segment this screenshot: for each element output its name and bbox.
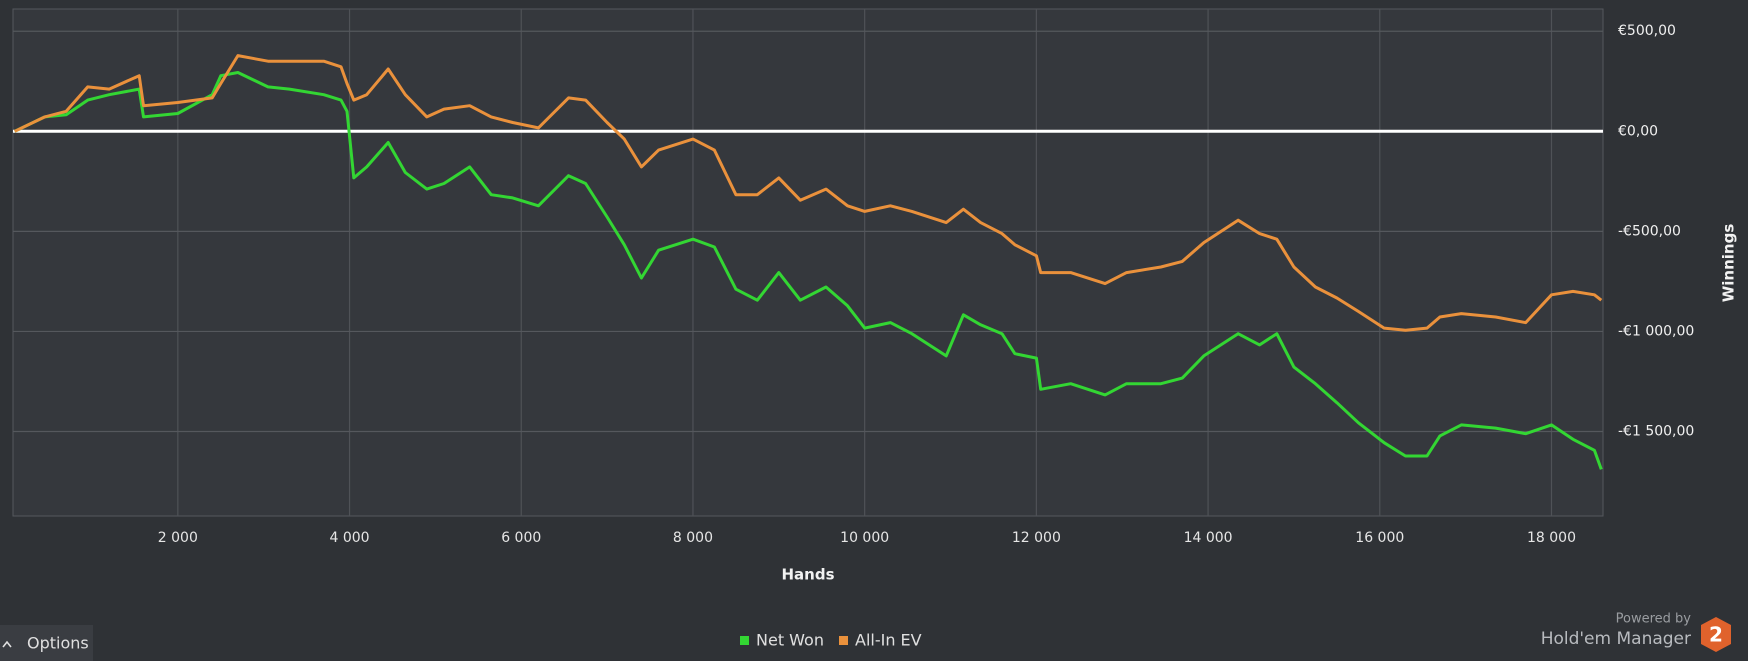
brand-logo [1701, 617, 1731, 652]
y-tick-label: -€1 500,00 [1618, 424, 1694, 440]
y-tick-label: -€500,00 [1618, 223, 1681, 239]
options-label[interactable]: Options [27, 634, 89, 653]
y-tick-label: €500,00 [1618, 23, 1676, 39]
legend-swatch [839, 636, 848, 645]
series-line [14, 54, 1603, 332]
x-tick-label: 14 000 [1184, 530, 1233, 546]
powered-by: Powered by [1616, 612, 1692, 627]
x-tick-label: 8 000 [673, 530, 713, 546]
x-tick-label: 10 000 [840, 530, 889, 546]
legend-label: All-In EV [855, 631, 922, 650]
x-tick-label: 4 000 [329, 530, 369, 546]
brand-name: Hold'em Manager [1541, 629, 1691, 649]
series-line [14, 71, 1603, 470]
y-tick-label: €0,00 [1618, 123, 1658, 139]
plot-area [12, 8, 1604, 517]
legend-swatch [740, 636, 749, 645]
y-axis-title: Winnings [1720, 224, 1738, 303]
options-button-bg[interactable] [0, 625, 93, 661]
x-tick-label: 18 000 [1527, 530, 1576, 546]
y-tick-label: -€1 000,00 [1618, 323, 1694, 339]
x-axis-title: Hands [781, 566, 834, 584]
x-tick-label: 2 000 [158, 530, 198, 546]
brand-logo-text: 2 [1709, 623, 1723, 647]
x-tick-label: 12 000 [1012, 530, 1061, 546]
legend: Net Won All-In EV [740, 631, 922, 650]
x-tick-label: 16 000 [1355, 530, 1404, 546]
x-tick-label: 6 000 [501, 530, 541, 546]
legend-label: Net Won [756, 631, 824, 650]
options-caret[interactable] [2, 640, 12, 648]
options-button[interactable]: Options [0, 625, 93, 661]
